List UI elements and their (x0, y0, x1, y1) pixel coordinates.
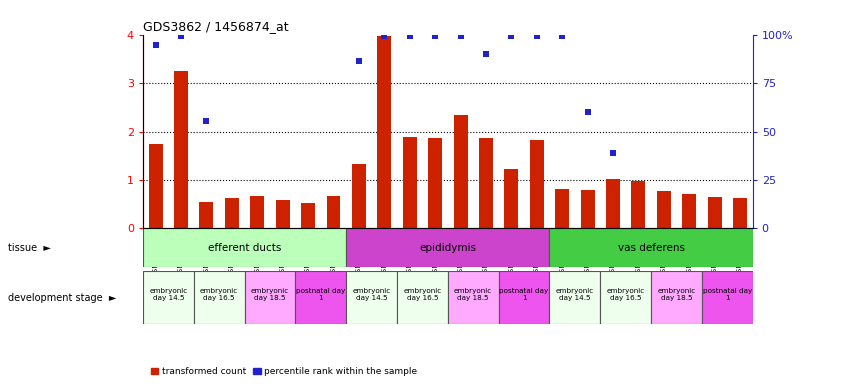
Text: efferent ducts: efferent ducts (208, 243, 281, 253)
Bar (479, 138, 493, 228)
Bar (326, 195, 341, 228)
Text: tissue  ►: tissue ► (8, 243, 51, 253)
Text: GDS3862 / 1456874_at: GDS3862 / 1456874_at (143, 20, 288, 33)
Legend: transformed count, percentile rank within the sample: transformed count, percentile rank withi… (147, 363, 421, 379)
Text: development stage  ►: development stage ► (8, 293, 117, 303)
Text: embryonic
day 18.5: embryonic day 18.5 (658, 288, 696, 301)
Bar (251, 195, 264, 228)
Text: embryonic
day 14.5: embryonic day 14.5 (149, 288, 188, 301)
Text: embryonic
day 16.5: embryonic day 16.5 (606, 288, 645, 301)
Bar (733, 199, 747, 228)
Bar (530, 140, 544, 228)
Bar (632, 181, 645, 228)
Bar (549, 271, 600, 324)
Bar (707, 197, 722, 228)
Bar (378, 36, 391, 228)
Bar (174, 71, 188, 228)
Bar (346, 271, 397, 324)
Bar (397, 271, 447, 324)
Bar (428, 138, 442, 228)
Bar (499, 271, 549, 324)
Text: embryonic
day 18.5: embryonic day 18.5 (454, 288, 492, 301)
Bar (295, 271, 346, 324)
Bar (403, 137, 416, 228)
Bar (352, 164, 366, 228)
Text: postnatal day
1: postnatal day 1 (296, 288, 346, 301)
Bar (149, 144, 162, 228)
Bar (651, 271, 702, 324)
Bar (346, 228, 549, 267)
Bar (702, 271, 753, 324)
Bar (682, 194, 696, 228)
Text: embryonic
day 16.5: embryonic day 16.5 (404, 288, 442, 301)
Bar (549, 228, 753, 267)
Bar (600, 271, 651, 324)
Text: postnatal day
1: postnatal day 1 (500, 288, 548, 301)
Bar (580, 190, 595, 228)
Bar (301, 203, 315, 228)
Bar (276, 200, 289, 228)
Bar (245, 271, 295, 324)
Bar (505, 169, 518, 228)
Bar (143, 271, 193, 324)
Text: embryonic
day 14.5: embryonic day 14.5 (556, 288, 594, 301)
Text: vas deferens: vas deferens (617, 243, 685, 253)
Bar (606, 179, 620, 228)
Bar (225, 199, 239, 228)
Text: postnatal day
1: postnatal day 1 (703, 288, 752, 301)
Text: embryonic
day 16.5: embryonic day 16.5 (200, 288, 238, 301)
Bar (193, 271, 245, 324)
Bar (199, 202, 214, 228)
Bar (555, 189, 569, 228)
Bar (447, 271, 499, 324)
Bar (143, 228, 346, 267)
Bar (657, 191, 671, 228)
Text: embryonic
day 14.5: embryonic day 14.5 (352, 288, 391, 301)
Text: epididymis: epididymis (420, 243, 476, 253)
Text: embryonic
day 18.5: embryonic day 18.5 (251, 288, 289, 301)
Bar (453, 114, 468, 228)
